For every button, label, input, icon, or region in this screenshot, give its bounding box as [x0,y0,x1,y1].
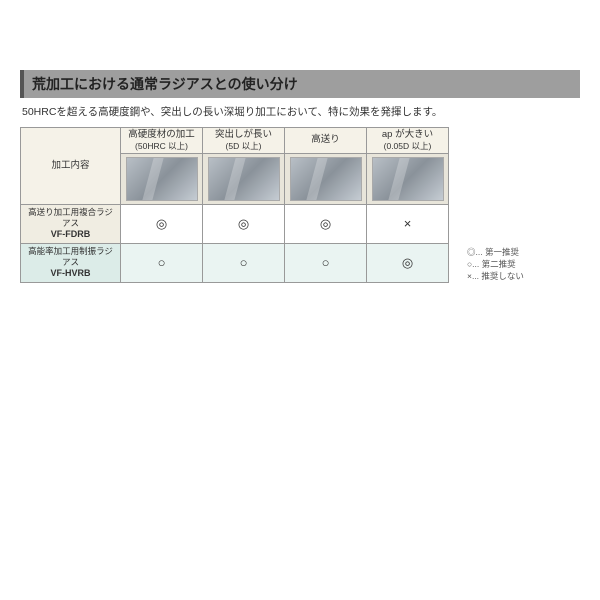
legend-item: ○... 第二推奨 [467,259,524,271]
product-image-cell [121,154,203,205]
product-image [290,157,362,201]
product-image-cell [285,154,367,205]
section-subtitle: 50HRCを超える高硬度鋼や、突出しの長い深堀り加工において、特に効果を発揮しま… [20,104,580,119]
row-label-text: 高能率加工用制振ラジアス [28,246,113,267]
col-header-line1: 高送り [311,134,340,145]
table-header-row: 加工内容 高硬度材の加工 (50HRC 以上) 突出しが長い (5D 以上) 高… [21,128,449,154]
rating-cell: ○ [203,243,285,282]
table-row: 高能率加工用制振ラジアス VF-HVRB ○ ○ ○ ◎ [21,243,449,282]
rating-cell: ○ [285,243,367,282]
col-header: 高硬度材の加工 (50HRC 以上) [121,128,203,154]
col-header-line2: (5D 以上) [203,141,284,152]
col-header-line2: (0.05D 以上) [367,141,448,152]
product-image [126,157,198,201]
row-header-label: 加工内容 [21,128,121,205]
table-container: 加工内容 高硬度材の加工 (50HRC 以上) 突出しが長い (5D 以上) 高… [20,127,580,283]
col-header: 高送り [285,128,367,154]
legend-item: ×... 推奨しない [467,271,524,283]
product-image [208,157,280,201]
row-label-text: 高送り加工用複合ラジアス [28,207,113,228]
col-header-line2: (50HRC 以上) [121,141,202,152]
row-label: 高送り加工用複合ラジアス VF-FDRB [21,205,121,244]
col-header-line1: 突出しが長い [215,129,272,140]
legend-item: ◎... 第一推奨 [467,247,524,259]
rating-cell: ◎ [203,205,285,244]
col-header-line1: ap が大きい [382,129,433,140]
col-header-line1: 高硬度材の加工 [128,129,195,140]
col-header: 突出しが長い (5D 以上) [203,128,285,154]
legend: ◎... 第一推奨 ○... 第二推奨 ×... 推奨しない [455,247,524,283]
table-row: 高送り加工用複合ラジアス VF-FDRB ◎ ◎ ◎ × [21,205,449,244]
section-title: 荒加工における通常ラジアスとの使い分け [20,70,580,98]
row-label-code: VF-HVRB [51,268,91,278]
product-image [372,157,444,201]
rating-cell: ○ [121,243,203,282]
rating-cell: ◎ [121,205,203,244]
product-image-cell [367,154,449,205]
row-label: 高能率加工用制振ラジアス VF-HVRB [21,243,121,282]
row-label-code: VF-FDRB [51,229,91,239]
comparison-table: 加工内容 高硬度材の加工 (50HRC 以上) 突出しが長い (5D 以上) 高… [20,127,449,283]
rating-cell: ◎ [367,243,449,282]
rating-cell: ◎ [285,205,367,244]
product-image-cell [203,154,285,205]
col-header: ap が大きい (0.05D 以上) [367,128,449,154]
rating-cell: × [367,205,449,244]
